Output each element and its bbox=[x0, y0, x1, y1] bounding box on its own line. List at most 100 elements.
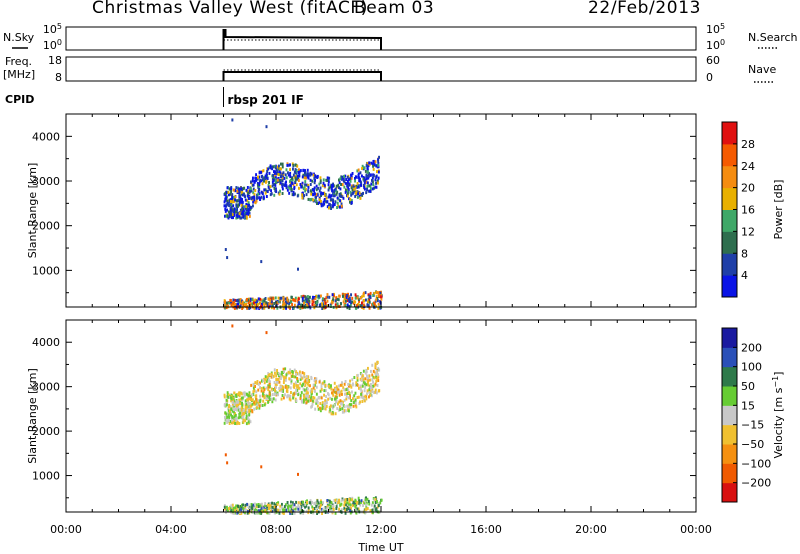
power-echo-cell bbox=[293, 303, 296, 307]
power-echo-cell bbox=[314, 297, 317, 301]
velocity-echo-cell bbox=[349, 396, 351, 400]
velocity-echo-cell bbox=[309, 389, 312, 393]
power-echo-cell bbox=[240, 301, 242, 305]
velocity-echo-cell bbox=[361, 384, 364, 388]
power-echo-cell bbox=[226, 208, 228, 212]
power-echo-cell bbox=[368, 295, 371, 298]
nsearch-tick-top: 105 bbox=[706, 22, 725, 36]
velocity-echo-cell bbox=[376, 376, 379, 380]
power-echo-cell bbox=[260, 179, 263, 183]
power-echo-cell bbox=[235, 199, 238, 203]
power-echo-cell bbox=[307, 197, 310, 201]
power-echo-cell bbox=[360, 303, 363, 307]
velocity-echo-cell bbox=[335, 395, 338, 399]
power-echo-cell bbox=[253, 200, 256, 204]
velocity-echo-cell bbox=[275, 378, 278, 381]
velocity-panel-frame bbox=[65, 319, 697, 513]
velocity-echo-cell bbox=[292, 370, 294, 374]
power-echo-cell bbox=[366, 166, 369, 170]
velocity-echo-cell bbox=[332, 393, 335, 397]
velocity-echo-cell bbox=[282, 396, 285, 400]
power-echo-cell bbox=[319, 181, 322, 184]
power-echo-cell bbox=[338, 205, 341, 209]
power-echo-cell bbox=[367, 174, 369, 178]
velocity-echo-cell bbox=[289, 368, 292, 372]
power-echo-cell bbox=[253, 195, 256, 199]
power-echo-cell bbox=[239, 194, 242, 198]
power-echo-cell bbox=[282, 183, 285, 187]
power-echo-cell bbox=[224, 214, 226, 218]
power-echo-cell bbox=[282, 171, 285, 175]
power-echo-cell bbox=[377, 176, 380, 180]
power-echo-cell bbox=[327, 183, 330, 187]
power-echo-cell bbox=[287, 171, 289, 175]
velocity-echo-cell bbox=[362, 369, 365, 373]
velocity-echo-cell bbox=[367, 381, 369, 385]
power-echo-cell bbox=[329, 185, 332, 189]
velocity-echo-cell bbox=[315, 401, 318, 405]
time-axis-label: Time UT bbox=[357, 541, 403, 554]
velocity-echo-cell bbox=[257, 503, 260, 506]
power-echo-cell bbox=[372, 180, 374, 184]
power-echo-cell bbox=[305, 299, 308, 303]
power-echo-cell bbox=[249, 300, 252, 304]
velocity-echo-cell bbox=[315, 392, 318, 396]
velocity-echo-cell bbox=[297, 501, 300, 505]
velocity-echo-cell bbox=[357, 496, 360, 500]
velocity-echo-cell bbox=[276, 381, 279, 385]
power-echo-cell bbox=[228, 200, 231, 204]
velocity-echo-cell bbox=[340, 498, 343, 502]
velocity-echo-cell bbox=[334, 395, 337, 399]
power-echo-cell bbox=[258, 307, 261, 310]
power-echo-cell bbox=[313, 176, 316, 180]
power-echo-cell bbox=[255, 299, 258, 303]
velocity-echo-cell bbox=[375, 508, 378, 512]
velocity-echo-cell bbox=[281, 385, 284, 389]
power-echo-cell bbox=[271, 296, 274, 300]
velocity-echo-cell bbox=[223, 395, 226, 399]
power-echo-cell bbox=[277, 173, 280, 177]
power-colorbar-tick-label: 12 bbox=[741, 225, 755, 238]
velocity-echo-cell bbox=[223, 505, 226, 509]
velocity-echo-cell bbox=[345, 388, 348, 392]
velocity-echo-cell bbox=[339, 503, 342, 507]
velocity-echo-cell bbox=[271, 501, 273, 505]
velocity-echo-cell bbox=[252, 386, 255, 390]
velocity-echo-cell bbox=[304, 505, 306, 509]
power-echo-cell bbox=[349, 179, 352, 183]
power-echo-cell bbox=[268, 302, 271, 306]
power-echo-cell bbox=[269, 193, 272, 197]
power-echo-cell bbox=[239, 196, 242, 200]
power-echo-cell bbox=[362, 166, 365, 170]
power-echo-cell bbox=[252, 187, 255, 191]
velocity-echo-cell bbox=[257, 511, 260, 515]
velocity-colorbar-segment bbox=[722, 424, 737, 445]
velocity-echo-cell bbox=[281, 511, 284, 515]
velocity-echo-cell bbox=[271, 505, 274, 509]
power-echo-cell bbox=[313, 304, 316, 307]
power-echo-cell bbox=[366, 184, 369, 188]
power-echo-cell bbox=[286, 162, 289, 166]
velocity-echo-cell bbox=[356, 378, 359, 382]
velocity-echo-cell bbox=[305, 397, 308, 401]
velocity-echo-cell bbox=[238, 507, 241, 511]
velocity-echo-cell bbox=[287, 394, 290, 398]
velocity-echo-cell bbox=[231, 409, 234, 413]
velocity-echo-cell bbox=[257, 505, 260, 509]
power-echo-cell bbox=[317, 294, 320, 298]
power-echo-cell bbox=[279, 189, 281, 193]
velocity-echo-cell bbox=[246, 401, 249, 405]
velocity-echo-cell bbox=[290, 391, 292, 394]
velocity-echo-cell bbox=[344, 511, 347, 515]
velocity-echo-cell bbox=[373, 498, 376, 502]
velocity-echo-cell bbox=[278, 388, 281, 392]
velocity-echo-cell bbox=[241, 403, 244, 407]
velocity-echo-cell bbox=[280, 385, 282, 389]
velocity-echo-cell bbox=[321, 407, 324, 411]
power-echo-cell bbox=[257, 183, 259, 187]
power-echo-cell bbox=[273, 193, 276, 197]
velocity-echo-cell bbox=[264, 375, 267, 379]
power-echo-cell bbox=[374, 160, 377, 164]
velocity-echo-cell bbox=[310, 375, 313, 379]
power-echo-cell bbox=[267, 185, 270, 189]
